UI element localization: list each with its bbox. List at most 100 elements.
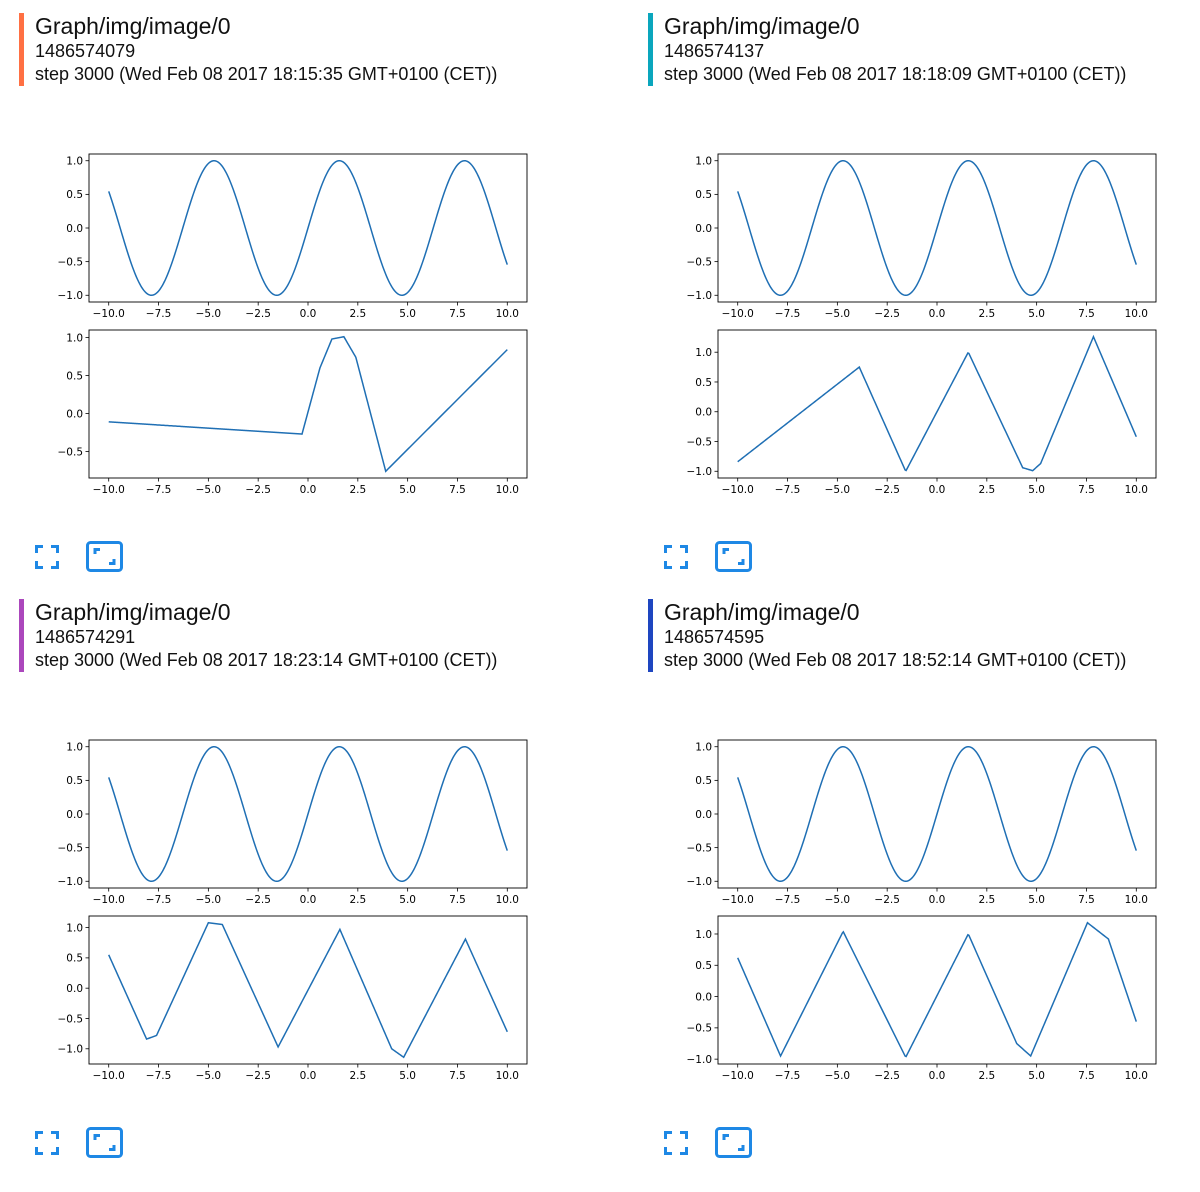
actual-size-icon [715, 1127, 752, 1158]
fit-to-screen-button[interactable] [664, 1131, 688, 1155]
x-tick-label: −2.5 [245, 308, 270, 320]
x-tick-label: −5.0 [825, 1070, 851, 1082]
fullscreen-icon [664, 545, 688, 569]
x-tick-label: 10.0 [1125, 484, 1148, 496]
x-tick-label: −7.5 [146, 484, 172, 496]
x-tick-label: 0.0 [300, 1070, 317, 1082]
x-tick-label: −10.0 [722, 894, 754, 906]
x-tick-label: −5.0 [825, 894, 851, 906]
image-card: Graph/img/image/0 1486574291 step 3000 (… [0, 586, 600, 1172]
data-line [737, 921, 1138, 1058]
actual-size-button[interactable] [86, 1127, 123, 1158]
x-tick-label: 2.5 [349, 308, 366, 320]
line-plot: −10.0 −7.5 −5.0 −2.5 0.0 2.5 5.0 7.5 10.0 −1.0 −0.… [58, 915, 528, 1082]
x-tick-label: 10.0 [1125, 1070, 1148, 1082]
summary-image: −10.0 −7.5 −5.0 −2.5 0.0 2.5 5.0 7.5 10.0 −1.0 −0.… [669, 726, 1169, 1096]
run-color-bar [648, 599, 653, 672]
image-card: Graph/img/image/0 1486574079 step 3000 (… [0, 0, 600, 586]
line-plot: −10.0 −7.5 −5.0 −2.5 0.0 2.5 5.0 7.5 10.0 −1.0 −0.… [58, 153, 528, 320]
x-tick-label: 10.0 [1125, 894, 1148, 906]
plot-frame [88, 329, 528, 479]
y-tick-label: −1.0 [58, 876, 84, 888]
actual-size-button[interactable] [715, 1127, 752, 1158]
y-tick-label: 1.0 [66, 332, 83, 344]
y-tick-label: 0.5 [66, 953, 83, 965]
data-line [737, 159, 1137, 297]
card-header: Graph/img/image/0 1486574137 step 3000 (… [664, 12, 1126, 86]
y-tick-label: 0.5 [695, 775, 712, 787]
y-tick-label: −1.0 [58, 290, 84, 302]
y-tick-label: 0.5 [66, 370, 83, 382]
y-tick-label: −0.5 [58, 256, 84, 268]
y-tick-label: 1.0 [695, 347, 712, 359]
x-tick-label: −10.0 [722, 308, 754, 320]
x-tick-label: −10.0 [722, 484, 754, 496]
image-tag-title: Graph/img/image/0 [35, 13, 231, 39]
x-tick-label: 10.0 [496, 484, 519, 496]
y-tick-label: 0.0 [695, 223, 712, 235]
image-card: Graph/img/image/0 1486574595 step 3000 (… [629, 586, 1200, 1172]
x-tick-label: 2.5 [978, 1070, 995, 1082]
step-timestamp: step 3000 (Wed Feb 08 2017 18:52:14 GMT+… [664, 650, 1127, 670]
x-tick-label: 7.5 [449, 484, 466, 496]
x-tick-label: 2.5 [349, 1070, 366, 1082]
x-tick-label: −10.0 [93, 484, 125, 496]
y-tick-label: −1.0 [687, 466, 713, 478]
y-tick-label: 0.0 [66, 983, 83, 995]
fit-to-screen-button[interactable] [35, 545, 59, 569]
x-tick-label: −2.5 [874, 308, 900, 320]
data-line [108, 335, 508, 473]
y-tick-label: −0.5 [58, 1013, 84, 1025]
actual-size-button[interactable] [86, 541, 123, 572]
x-tick-label: −5.0 [196, 484, 222, 496]
x-tick-label: −7.5 [775, 308, 801, 320]
x-tick-label: 5.0 [1028, 308, 1045, 320]
image-tag-title: Graph/img/image/0 [664, 13, 860, 39]
y-tick-label: 0.0 [695, 407, 712, 419]
fullscreen-icon [664, 1131, 688, 1155]
x-tick-label: 7.5 [449, 1070, 466, 1082]
x-tick-label: −10.0 [93, 308, 125, 320]
y-tick-label: 1.0 [66, 742, 83, 754]
x-tick-label: −2.5 [874, 1070, 900, 1082]
x-tick-label: 2.5 [349, 484, 366, 496]
actual-size-button[interactable] [715, 541, 752, 572]
fullscreen-icon [35, 545, 59, 569]
image-card: Graph/img/image/0 1486574137 step 3000 (… [629, 0, 1200, 586]
actual-size-icon [715, 541, 752, 572]
y-tick-label: 1.0 [695, 742, 712, 754]
y-tick-label: −1.0 [687, 290, 713, 302]
x-tick-label: 10.0 [496, 1070, 519, 1082]
y-tick-label: 0.5 [695, 960, 712, 972]
y-tick-label: 0.5 [66, 189, 83, 201]
y-tick-label: 0.0 [66, 223, 83, 235]
fit-to-screen-button[interactable] [664, 545, 688, 569]
plot-frame [717, 329, 1157, 479]
x-tick-label: 5.0 [1028, 1070, 1045, 1082]
x-tick-label: −10.0 [93, 1070, 125, 1082]
y-tick-label: −0.5 [687, 256, 713, 268]
y-tick-label: −1.0 [687, 1054, 713, 1066]
image-tag-title: Graph/img/image/0 [664, 599, 860, 625]
data-line [108, 921, 508, 1059]
x-tick-label: −10.0 [722, 1070, 754, 1082]
x-tick-label: 0.0 [929, 1070, 946, 1082]
y-tick-label: 1.0 [66, 922, 83, 934]
x-tick-label: 2.5 [978, 308, 995, 320]
x-tick-label: −5.0 [196, 308, 222, 320]
data-line [737, 745, 1137, 883]
y-tick-label: 0.0 [695, 991, 712, 1003]
run-color-bar [19, 599, 24, 672]
fit-to-screen-button[interactable] [35, 1131, 59, 1155]
x-tick-label: −10.0 [93, 894, 125, 906]
line-plot: −10.0 −7.5 −5.0 −2.5 0.0 2.5 5.0 7.5 10.0 −1.0 −0.… [687, 739, 1157, 906]
actual-size-icon [86, 541, 123, 572]
x-tick-label: 10.0 [1125, 308, 1148, 320]
run-color-bar [648, 13, 653, 86]
step-timestamp: step 3000 (Wed Feb 08 2017 18:23:14 GMT+… [35, 650, 498, 670]
fullscreen-icon [35, 1131, 59, 1155]
y-tick-label: −0.5 [687, 1023, 713, 1035]
line-plot: −10.0 −7.5 −5.0 −2.5 0.0 2.5 5.0 7.5 10.0 −0.5 0.0… [58, 329, 528, 496]
actual-size-icon [86, 1127, 123, 1158]
x-tick-label: −7.5 [146, 1070, 172, 1082]
